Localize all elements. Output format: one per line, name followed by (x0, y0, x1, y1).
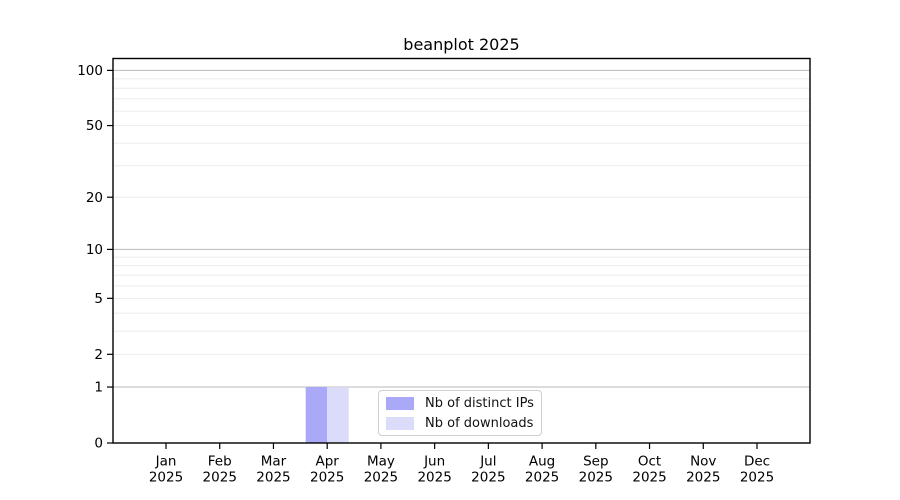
legend-swatch-distinct-ips (386, 396, 414, 410)
plot-border (112, 57, 811, 444)
x-tick-label-year-sep: 2025 (579, 470, 613, 486)
bar-nb-of-distinct-ips-apr (305, 387, 328, 443)
y-tick-label-1: 1 (94, 380, 103, 396)
x-tick-label-month-mar: Mar (261, 454, 287, 470)
x-tick-label-month-sep: Sep (583, 454, 608, 470)
x-tick-label-month-aug: Aug (529, 454, 555, 470)
x-tick-label-year-dec: 2025 (740, 470, 774, 486)
x-tick-label-month-jan: Jan (155, 454, 177, 470)
x-tick-label-month-nov: Nov (690, 454, 716, 470)
x-tick-label-month-jul: Jul (479, 454, 496, 470)
x-tick-label-year-nov: 2025 (686, 470, 720, 486)
x-tick-label-year-mar: 2025 (256, 470, 290, 486)
x-tick-label-year-feb: 2025 (203, 470, 237, 486)
x-tick-label-month-dec: Dec (744, 454, 770, 470)
x-tick-label-month-oct: Oct (638, 454, 661, 470)
y-tick-label-50: 50 (86, 118, 103, 134)
x-tick-label-year-may: 2025 (364, 470, 398, 486)
y-tick-label-2: 2 (94, 347, 103, 363)
bar-nb-of-downloads-apr (327, 387, 349, 443)
x-tick-label-year-apr: 2025 (310, 470, 344, 486)
x-tick-label-year-aug: 2025 (525, 470, 559, 486)
x-tick-label-year-jul: 2025 (471, 470, 505, 486)
y-tick-label-0: 0 (94, 436, 103, 452)
y-tick-label-100: 100 (77, 63, 103, 79)
x-tick-label-month-jun: Jun (423, 454, 445, 470)
y-tick-label-10: 10 (86, 242, 103, 258)
y-tick-label-20: 20 (86, 190, 103, 206)
legend: Nb of distinct IPs Nb of downloads (378, 390, 542, 436)
legend-row-downloads: Nb of downloads (386, 415, 541, 432)
x-tick-label-month-apr: Apr (316, 454, 340, 470)
x-tick-label-year-jan: 2025 (149, 470, 183, 486)
x-tick-label-month-feb: Feb (208, 454, 232, 470)
legend-row-distinct-ips: Nb of distinct IPs (386, 395, 541, 412)
x-tick-label-year-oct: 2025 (632, 470, 666, 486)
legend-swatch-downloads (386, 416, 414, 430)
x-tick-label-year-jun: 2025 (417, 470, 451, 486)
legend-label-distinct-ips: Nb of distinct IPs (425, 395, 534, 411)
x-tick-label-month-may: May (367, 454, 395, 470)
y-tick-label-5: 5 (94, 291, 103, 307)
chart-title: beanplot 2025 (403, 35, 520, 54)
legend-label-downloads: Nb of downloads (425, 415, 534, 431)
